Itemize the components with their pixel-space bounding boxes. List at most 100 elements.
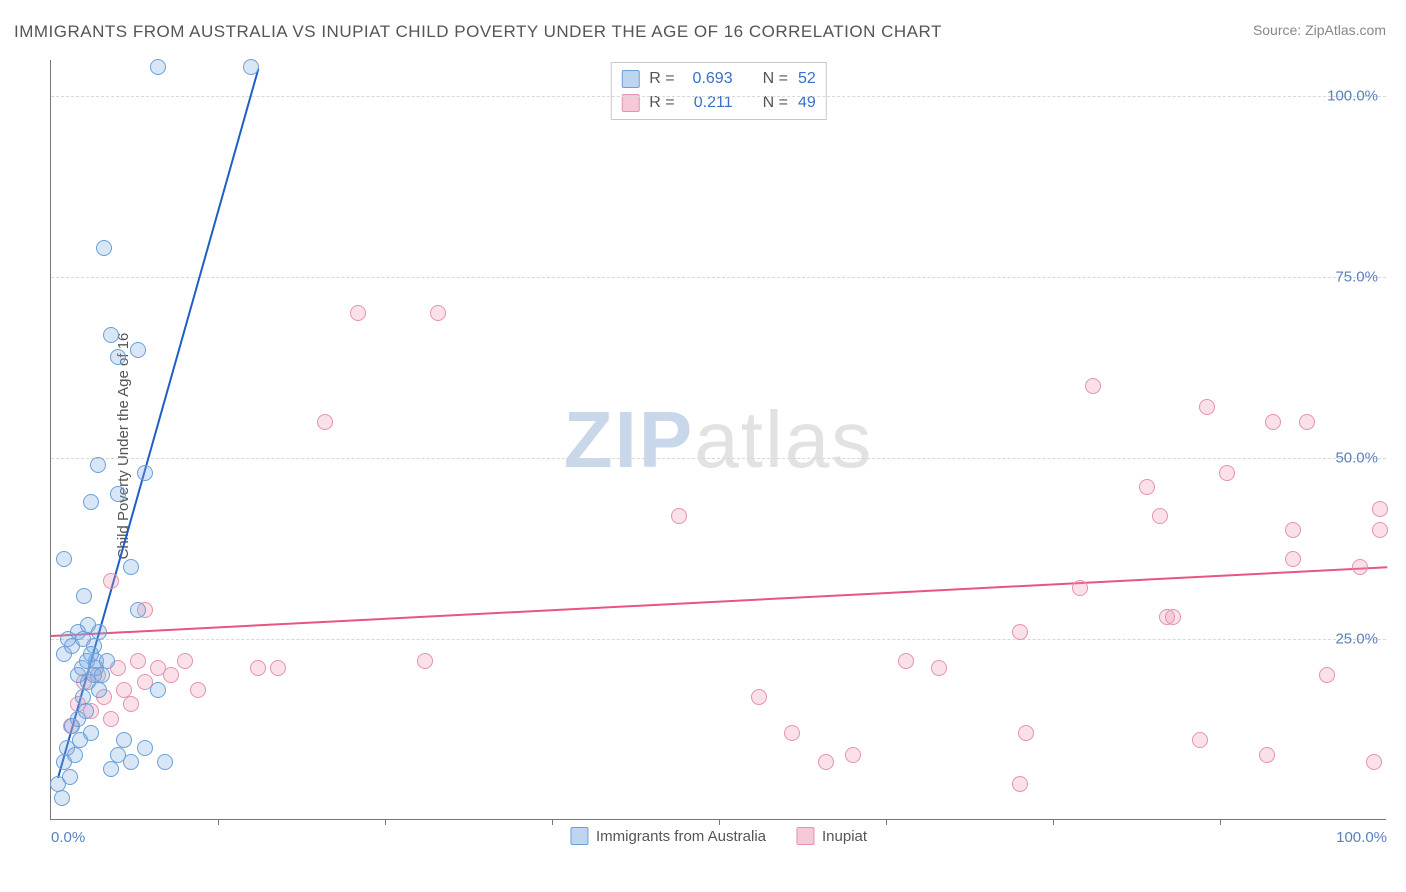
watermark: ZIPatlas: [564, 394, 873, 486]
data-point-series-a: [83, 725, 99, 741]
data-point-series-b: [671, 508, 687, 524]
data-point-series-a: [76, 588, 92, 604]
data-point-series-a: [130, 602, 146, 618]
data-point-series-a: [116, 732, 132, 748]
data-point-series-b: [1366, 754, 1382, 770]
stat-n-label: N =: [763, 70, 788, 88]
data-point-series-a: [62, 769, 78, 785]
data-point-series-b: [1139, 479, 1155, 495]
data-point-series-b: [1352, 559, 1368, 575]
chart-title: IMMIGRANTS FROM AUSTRALIA VS INUPIAT CHI…: [14, 22, 942, 42]
data-point-series-b: [103, 573, 119, 589]
data-point-series-a: [96, 240, 112, 256]
data-point-series-a: [123, 559, 139, 575]
stat-n-value: 52: [798, 70, 816, 88]
source-attribution: Source: ZipAtlas.com: [1253, 22, 1386, 38]
data-point-series-b: [1018, 725, 1034, 741]
data-point-series-a: [150, 682, 166, 698]
legend-label: Inupiat: [822, 828, 867, 845]
y-tick-label: 75.0%: [1335, 269, 1378, 286]
gridline-h: [51, 277, 1386, 278]
data-point-series-a: [103, 327, 119, 343]
watermark-part1: ZIP: [564, 395, 694, 484]
x-tick: [1220, 819, 1221, 825]
data-point-series-b: [177, 653, 193, 669]
data-point-series-b: [1285, 551, 1301, 567]
stats-row-a: R = 0.693 N = 52: [621, 67, 815, 91]
watermark-part2: atlas: [694, 395, 873, 484]
x-tick: [1053, 819, 1054, 825]
stats-row-b: R = 0.211 N = 49: [621, 91, 815, 115]
data-point-series-b: [103, 711, 119, 727]
data-point-series-b: [1199, 399, 1215, 415]
data-point-series-a: [54, 790, 70, 806]
x-tick-label-right: 100.0%: [1336, 829, 1387, 846]
data-point-series-a: [103, 761, 119, 777]
data-point-series-a: [110, 349, 126, 365]
data-point-series-b: [190, 682, 206, 698]
data-point-series-b: [417, 653, 433, 669]
x-tick: [886, 819, 887, 825]
legend: Immigrants from Australia Inupiat: [570, 827, 867, 845]
source-label: Source:: [1253, 22, 1301, 38]
data-point-series-a: [130, 342, 146, 358]
data-point-series-b: [1285, 522, 1301, 538]
data-point-series-a: [99, 653, 115, 669]
data-point-series-b: [1299, 414, 1315, 430]
data-point-series-b: [845, 747, 861, 763]
swatch-series-a: [621, 70, 639, 88]
data-point-series-b: [1192, 732, 1208, 748]
data-point-series-b: [430, 305, 446, 321]
data-point-series-b: [1265, 414, 1281, 430]
data-point-series-b: [270, 660, 286, 676]
data-point-series-b: [1372, 522, 1388, 538]
y-tick-label: 100.0%: [1327, 88, 1378, 105]
x-tick: [218, 819, 219, 825]
data-point-series-a: [83, 494, 99, 510]
data-point-series-b: [1165, 609, 1181, 625]
x-tick: [552, 819, 553, 825]
data-point-series-a: [91, 624, 107, 640]
x-tick-label-left: 0.0%: [51, 829, 85, 846]
data-point-series-b: [931, 660, 947, 676]
data-point-series-a: [150, 59, 166, 75]
data-point-series-b: [1372, 501, 1388, 517]
data-point-series-b: [350, 305, 366, 321]
data-point-series-a: [137, 465, 153, 481]
x-tick: [719, 819, 720, 825]
data-point-series-a: [90, 457, 106, 473]
data-point-series-b: [1259, 747, 1275, 763]
stat-r-value: 0.693: [685, 70, 733, 88]
stat-r-label: R =: [649, 70, 674, 88]
x-tick: [385, 819, 386, 825]
legend-item-b: Inupiat: [796, 827, 867, 845]
data-point-series-b: [1152, 508, 1168, 524]
data-point-series-a: [94, 667, 110, 683]
data-point-series-b: [751, 689, 767, 705]
gridline-h: [51, 458, 1386, 459]
data-point-series-b: [1012, 776, 1028, 792]
data-point-series-b: [898, 653, 914, 669]
source-link[interactable]: ZipAtlas.com: [1305, 22, 1386, 38]
data-point-series-b: [1012, 624, 1028, 640]
data-point-series-b: [1219, 465, 1235, 481]
data-point-series-a: [67, 747, 83, 763]
data-point-series-b: [1085, 378, 1101, 394]
legend-item-a: Immigrants from Australia: [570, 827, 766, 845]
data-point-series-a: [110, 486, 126, 502]
data-point-series-b: [1319, 667, 1335, 683]
data-point-series-a: [91, 682, 107, 698]
gridline-h: [51, 639, 1386, 640]
data-point-series-b: [250, 660, 266, 676]
chart-container: IMMIGRANTS FROM AUSTRALIA VS INUPIAT CHI…: [0, 0, 1406, 892]
data-point-series-a: [157, 754, 173, 770]
data-point-series-b: [317, 414, 333, 430]
data-point-series-a: [137, 740, 153, 756]
data-point-series-b: [818, 754, 834, 770]
data-point-series-b: [1072, 580, 1088, 596]
swatch-series-b: [796, 827, 814, 845]
legend-label: Immigrants from Australia: [596, 828, 766, 845]
data-point-series-b: [123, 696, 139, 712]
stats-box: R = 0.693 N = 52 R = 0.211 N = 49: [610, 62, 826, 120]
plot-area: ZIPatlas R = 0.693 N = 52 R = 0.211 N = …: [50, 60, 1386, 820]
